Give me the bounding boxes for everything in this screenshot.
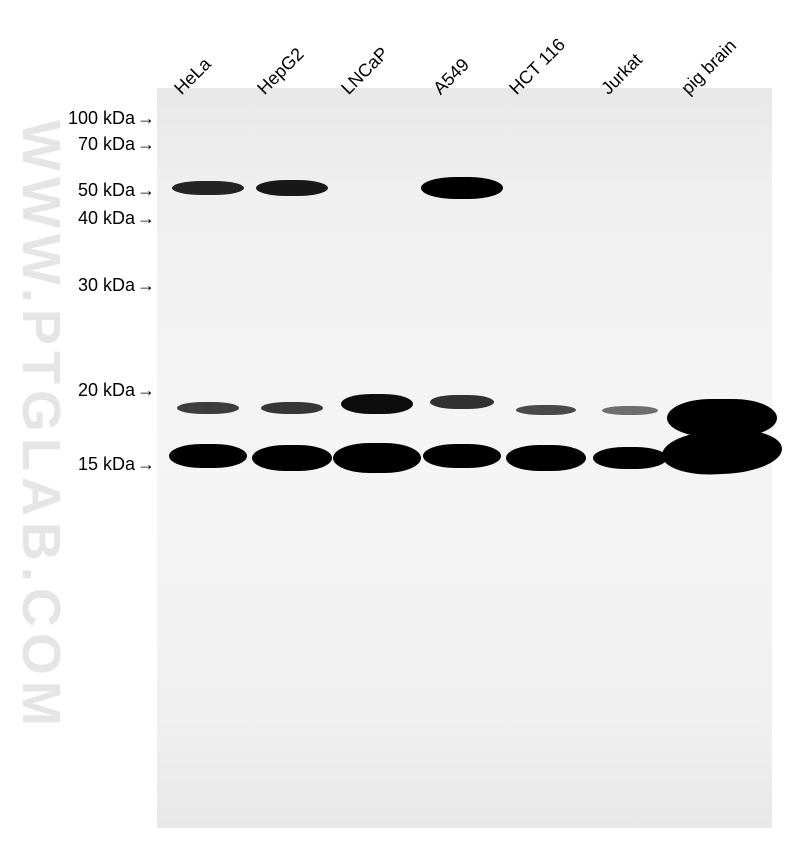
protein-band xyxy=(602,406,658,415)
arrow-right-icon: → xyxy=(137,275,155,296)
protein-band xyxy=(593,447,667,469)
protein-band xyxy=(256,180,328,196)
watermark: WWW.PTGLAB.COM xyxy=(10,120,72,732)
protein-band xyxy=(516,405,576,415)
protein-band xyxy=(169,444,247,468)
protein-band xyxy=(341,394,413,414)
arrow-right-icon: → xyxy=(137,380,155,401)
arrow-right-icon: → xyxy=(137,454,155,475)
molecular-weight-marker: 100 kDa xyxy=(68,108,135,129)
protein-band xyxy=(423,444,501,468)
protein-band xyxy=(333,443,421,473)
protein-band xyxy=(252,445,332,471)
arrow-right-icon: → xyxy=(137,180,155,201)
protein-band xyxy=(506,445,586,471)
protein-band xyxy=(177,402,239,414)
protein-band xyxy=(172,181,244,195)
molecular-weight-marker: 20 kDa xyxy=(78,380,135,401)
protein-band xyxy=(421,177,503,199)
molecular-weight-marker: 30 kDa xyxy=(78,275,135,296)
molecular-weight-marker: 50 kDa xyxy=(78,180,135,201)
molecular-weight-marker: 70 kDa xyxy=(78,134,135,155)
molecular-weight-marker: 40 kDa xyxy=(78,208,135,229)
molecular-weight-marker: 15 kDa xyxy=(78,454,135,475)
arrow-right-icon: → xyxy=(137,208,155,229)
protein-band xyxy=(261,402,323,414)
arrow-right-icon: → xyxy=(137,134,155,155)
arrow-right-icon: → xyxy=(137,108,155,129)
protein-band xyxy=(430,395,494,409)
